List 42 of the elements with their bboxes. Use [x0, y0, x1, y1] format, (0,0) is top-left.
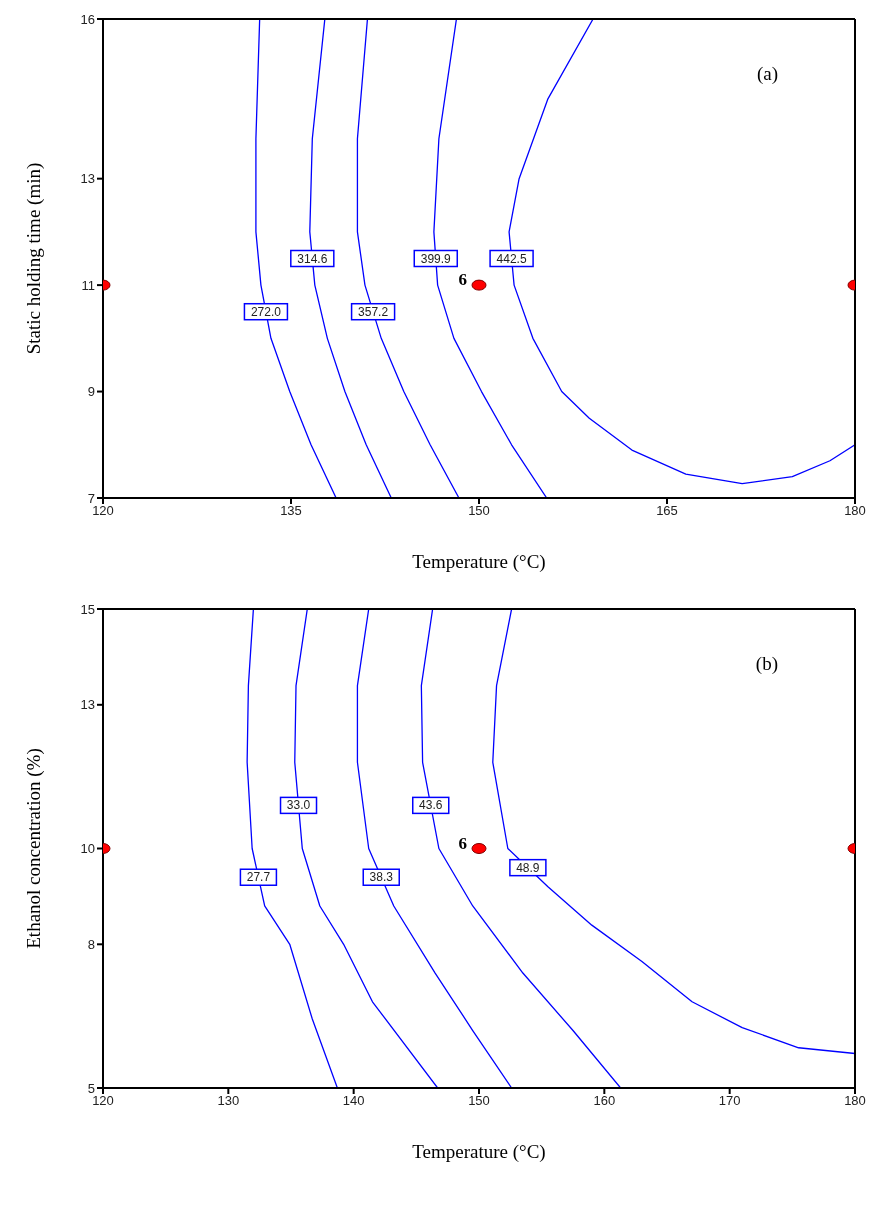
annotation: 6 — [458, 833, 467, 853]
y-tick-label: 8 — [87, 936, 95, 952]
x-tick-label: 120 — [92, 1093, 114, 1109]
series-label: 43.6 — [419, 798, 443, 813]
series-label: 314.6 — [297, 251, 328, 266]
y-tick-label: 11 — [81, 277, 95, 293]
x-tick-label: 170 — [718, 1093, 741, 1109]
x-tick-label: 130 — [217, 1093, 240, 1109]
y-axis-title: Static holding time (min) — [22, 162, 45, 355]
series-label: 33.0 — [286, 798, 311, 813]
series-label: 357.2 — [358, 304, 389, 319]
x-tick-label: 180 — [844, 1093, 866, 1109]
x-tick-label: 150 — [468, 1093, 490, 1109]
line-series — [356, 609, 513, 1088]
y-tick-label: 13 — [80, 697, 95, 713]
x-tick-label: 160 — [593, 1093, 616, 1109]
series-label: 48.9 — [516, 860, 540, 875]
y-tick-label: 7 — [87, 490, 95, 506]
y-tick-label: 10 — [80, 841, 95, 857]
series-label: 272.0 — [250, 304, 282, 319]
series-label: 399.9 — [420, 251, 452, 266]
x-tick-label: 120 — [92, 503, 114, 519]
annotation: 6 — [458, 270, 467, 290]
x-tick-label: 165 — [656, 503, 678, 519]
y-tick-label: 13 — [80, 171, 95, 187]
annotation: (b) — [755, 653, 778, 675]
series-label: 38.3 — [369, 870, 394, 885]
annotation: (a) — [756, 63, 778, 85]
x-axis-title: Temperature (°C) — [412, 551, 546, 573]
y-tick-label: 16 — [80, 11, 95, 27]
y-axis-title: Ethanol concentration (%) — [22, 748, 45, 949]
x-tick-label: 180 — [844, 503, 866, 519]
x-tick-label: 135 — [280, 503, 302, 519]
x-tick-label: 140 — [342, 1093, 365, 1109]
y-tick-label: 5 — [87, 1080, 95, 1096]
series-label: 27.7 — [246, 870, 271, 885]
y-tick-label: 9 — [87, 384, 95, 400]
y-tick-label: 15 — [80, 601, 95, 617]
series-label: 442.5 — [496, 251, 527, 266]
x-tick-label: 150 — [468, 503, 490, 519]
line-series — [492, 609, 855, 1055]
x-axis-title: Temperature (°C) — [412, 1141, 546, 1163]
